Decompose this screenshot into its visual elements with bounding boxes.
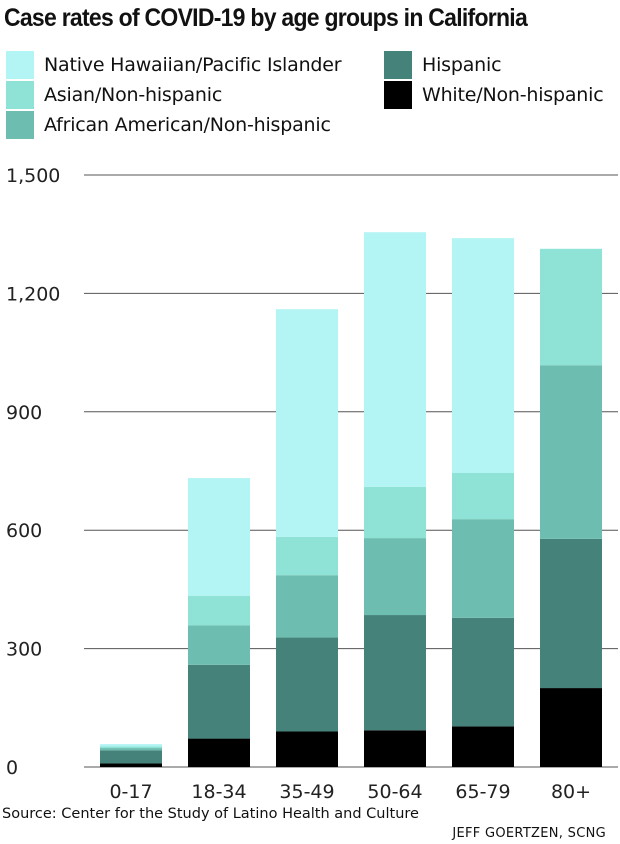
legend-swatch-asian [6, 81, 34, 109]
chart-title: Case rates of COVID-19 by age groups in … [4, 4, 528, 32]
bar-segment [364, 232, 426, 487]
y-tick-label: 1,200 [6, 283, 60, 305]
bar-segment [540, 248, 602, 366]
bar-segment [540, 538, 602, 689]
legend-label-native-hawaiian: Native Hawaiian/Pacific Islander [44, 54, 342, 76]
legend-swatch-white [384, 81, 412, 109]
bar-segment [188, 664, 250, 739]
y-tick-label: 300 [6, 639, 42, 661]
bar-segment [100, 750, 162, 764]
bar-segment [276, 575, 338, 638]
bar-segment [188, 478, 250, 596]
legend-item-native-hawaiian: Native Hawaiian/Pacific Islander [6, 51, 342, 79]
legend-label-hispanic: Hispanic [422, 54, 502, 76]
legend-label-white: White/Non-hispanic [422, 84, 604, 106]
bar-segment [188, 738, 250, 767]
bar-segment [452, 519, 514, 618]
legend-item-african-american: African American/Non-hispanic [6, 111, 331, 139]
source-note: Source: Center for the Study of Latino H… [2, 806, 419, 822]
bar-segment [452, 472, 514, 520]
bar-segment [540, 688, 602, 767]
credit-line: JEFF GOERTZEN, SCNG [452, 826, 606, 841]
bar-segment [276, 309, 338, 537]
bar-segment [364, 615, 426, 731]
legend-swatch-african-american [6, 111, 34, 139]
bar-segment [364, 538, 426, 616]
legend-item-white: White/Non-hispanic [384, 81, 604, 109]
bar-segment [452, 726, 514, 767]
bar-segment [100, 748, 162, 751]
bar-segment [452, 617, 514, 727]
bar-segment [364, 730, 426, 767]
legend-label-african-american: African American/Non-hispanic [44, 114, 331, 136]
x-tick-label: 18-34 [191, 781, 246, 800]
bar-segment [364, 486, 426, 539]
legend-swatch-native-hawaiian [6, 51, 34, 79]
bar-segment [188, 625, 250, 665]
legend-label-asian: Asian/Non-hispanic [44, 84, 223, 106]
y-tick-label: 0 [6, 757, 18, 779]
x-tick-label: 0-17 [109, 781, 152, 800]
bar-segment [100, 744, 162, 747]
x-tick-label: 50-64 [367, 781, 422, 800]
bar-segment [452, 238, 514, 473]
y-tick-label: 600 [6, 520, 42, 542]
bar-segment [276, 536, 338, 576]
legend-item-hispanic: Hispanic [384, 51, 502, 79]
stacked-bar-chart: 0 300 600 900 1,200 1,500 0-17 18-34 35-49 50-64 6… [6, 165, 618, 800]
x-tick-label: 35-49 [279, 781, 334, 800]
x-tick-label: 65-79 [455, 781, 510, 800]
legend-item-asian: Asian/Non-hispanic [6, 81, 223, 109]
y-tick-label: 1,500 [6, 165, 60, 187]
x-tick-label: 80+ [551, 781, 591, 800]
bar-segment [276, 637, 338, 732]
legend-swatch-hispanic [384, 51, 412, 79]
y-tick-label: 900 [6, 402, 42, 424]
bar-segment [540, 365, 602, 539]
bar-segment [100, 746, 162, 749]
bar-segment [188, 595, 250, 626]
bar-segment [100, 763, 162, 767]
bar-segment [276, 731, 338, 767]
